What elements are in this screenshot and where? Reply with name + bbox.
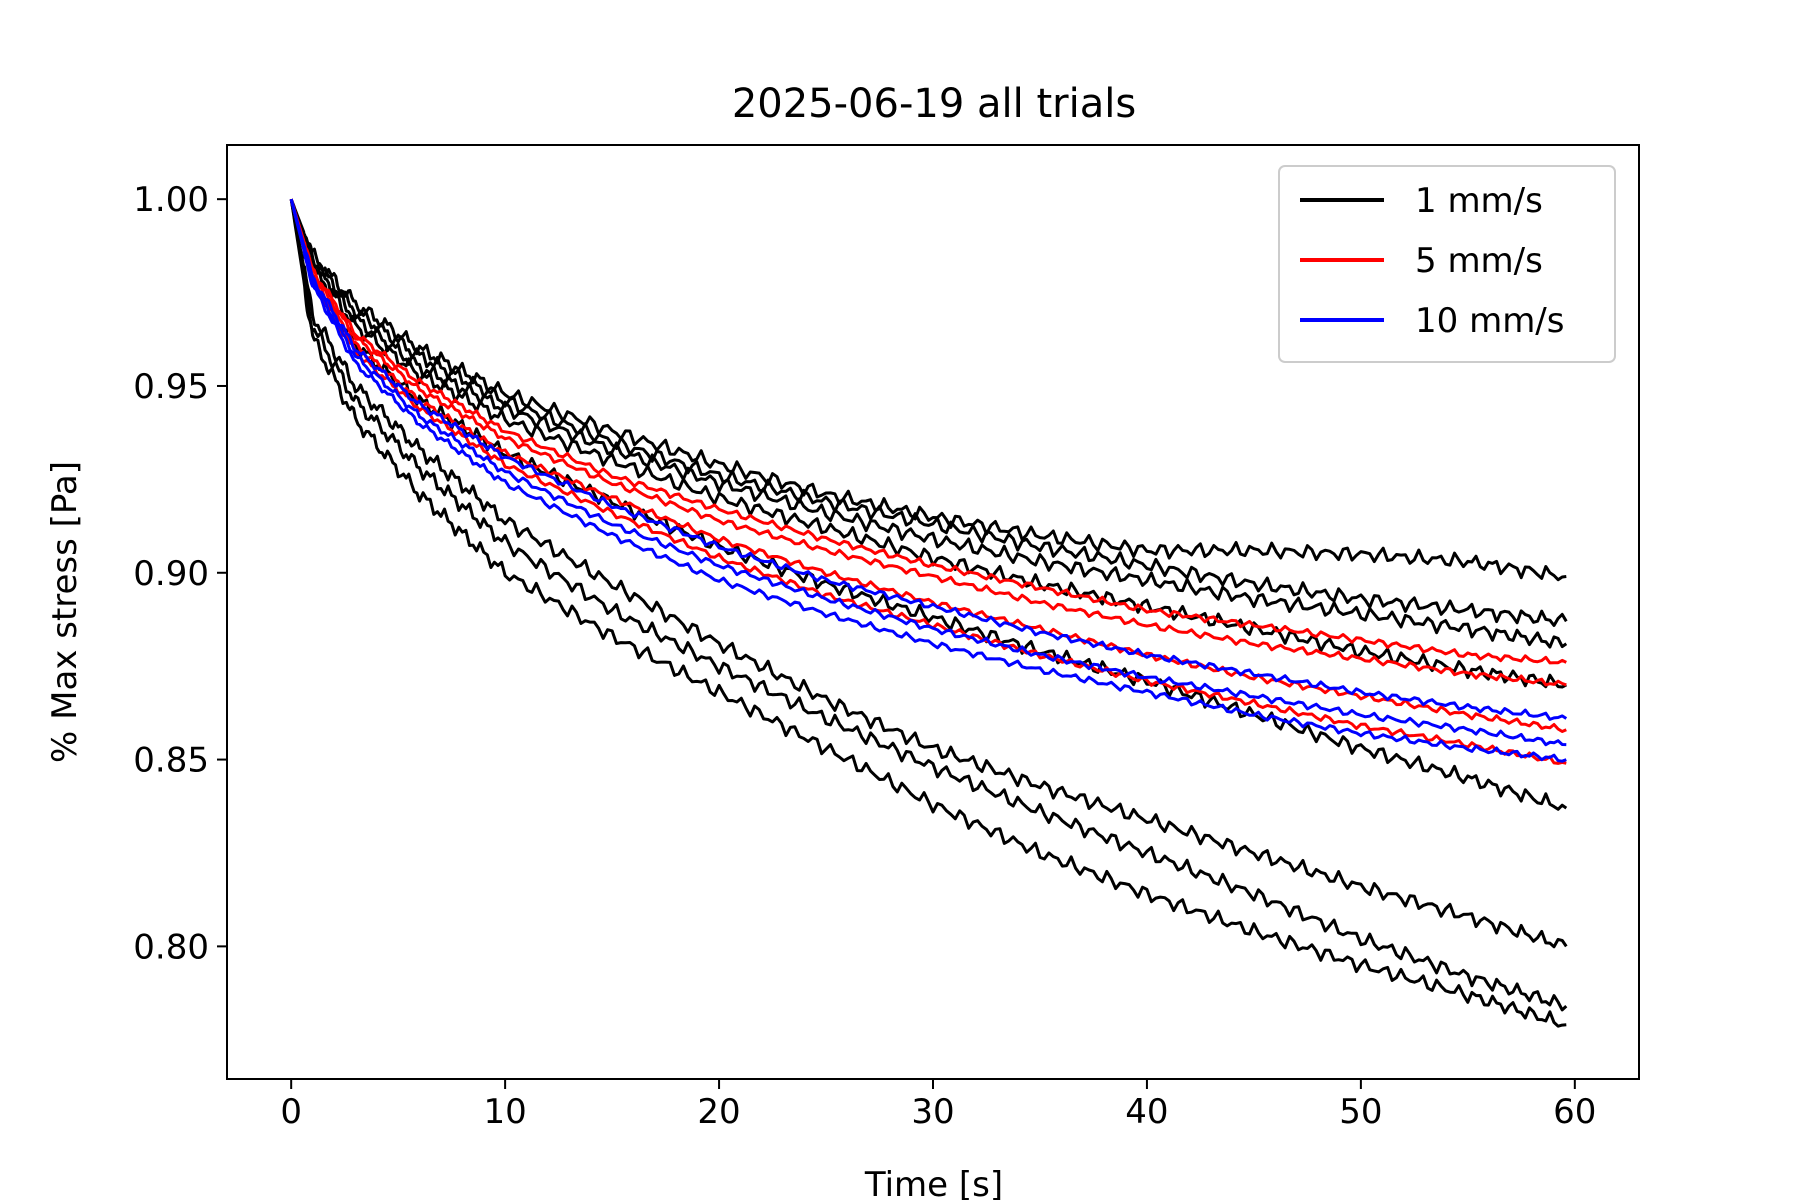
legend-label: 5 mm/s xyxy=(1415,241,1543,281)
chart-title: 2025-06-19 all trials xyxy=(732,81,1136,127)
series-layer xyxy=(289,198,1568,1028)
legend-label: 1 mm/s xyxy=(1415,181,1543,221)
series-line-10-mm-s-14 xyxy=(289,198,1567,747)
y-axis: 0.80 0.85 0.90 0.95 1.00 xyxy=(133,180,227,967)
series-line-5-mm-s-11 xyxy=(289,198,1567,733)
series-line-10-mm-s-15 xyxy=(289,198,1567,763)
y-tick-label: 1.00 xyxy=(133,180,209,220)
x-axis: 0 10 20 30 40 50 60 xyxy=(280,1079,1596,1132)
x-tick-label: 50 xyxy=(1339,1092,1382,1132)
x-tick-label: 20 xyxy=(697,1092,740,1132)
x-tick-label: 10 xyxy=(483,1092,526,1132)
legend-frame xyxy=(1278,165,1616,363)
y-tick-label: 0.80 xyxy=(133,927,209,967)
y-tick-label: 0.85 xyxy=(133,741,209,781)
x-tick-label: 40 xyxy=(1125,1092,1168,1132)
series-line-1-mm-s-5 xyxy=(289,198,1568,811)
series-line-1-mm-s-4 xyxy=(289,198,1567,689)
series-line-1-mm-s-1 xyxy=(289,198,1567,582)
series-line-1-mm-s-8 xyxy=(289,198,1567,1028)
x-axis-label: Time [s] xyxy=(864,1165,1003,1200)
y-tick-label: 0.90 xyxy=(133,554,209,594)
y-tick-label: 0.95 xyxy=(133,367,209,407)
series-line-5-mm-s-9 xyxy=(289,198,1567,665)
x-tick-label: 30 xyxy=(911,1092,954,1132)
series-line-1-mm-s-7 xyxy=(289,198,1568,1012)
series-line-1-mm-s-6 xyxy=(289,198,1568,949)
x-tick-label: 0 xyxy=(280,1092,302,1132)
series-line-1-mm-s-3 xyxy=(289,198,1568,649)
series-line-10-mm-s-13 xyxy=(289,198,1568,721)
y-axis-label: % Max stress [Pa] xyxy=(45,461,85,763)
x-tick-label: 60 xyxy=(1553,1092,1596,1132)
series-line-5-mm-s-10 xyxy=(289,198,1567,687)
legend: 1 mm/s 5 mm/s 10 mm/s xyxy=(1278,165,1616,363)
legend-label: 10 mm/s xyxy=(1415,301,1564,341)
